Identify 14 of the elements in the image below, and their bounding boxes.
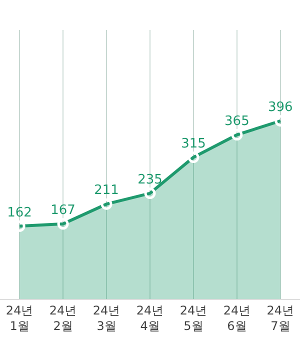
- data-label: 167: [50, 203, 76, 218]
- x-tick-label: 24년 4월: [136, 303, 164, 333]
- x-tick-label: 24년 3월: [92, 303, 120, 333]
- data-label: 396: [268, 100, 293, 115]
- x-tick-label: 24년 1월: [6, 303, 34, 333]
- data-label: 235: [138, 172, 162, 188]
- x-tick-label: 24년 2월: [49, 303, 77, 333]
- x-tick-label: 24년 6월: [223, 303, 251, 333]
- data-label: 211: [94, 183, 119, 198]
- x-tick-label: 24년 5월: [180, 303, 208, 333]
- data-label: 162: [7, 205, 32, 220]
- data-label: 365: [224, 114, 250, 129]
- x-tick-label: 24년 7월: [266, 303, 294, 333]
- data-label: 315: [181, 136, 206, 152]
